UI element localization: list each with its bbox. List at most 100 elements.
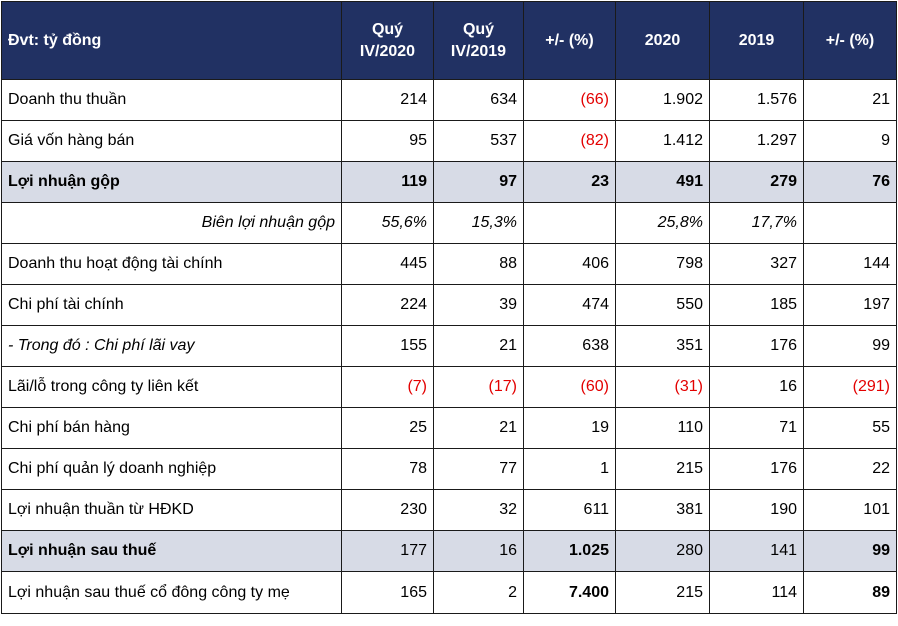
row-value-cell: 17,7%	[709, 202, 804, 244]
table-body: Doanh thu thuần 214 634 (66) 1.902 1.576 21 Giá…	[1, 79, 897, 614]
row-value-cell: 97	[433, 161, 524, 203]
table-row: Lợi nhuận gộp 119 97 23 491 279 76	[1, 161, 897, 203]
row-value-cell: 32	[433, 489, 524, 531]
row-value-cell: 474	[523, 284, 616, 326]
row-label: Chi phí bán hàng	[1, 407, 342, 449]
row-value-cell: 1.902	[615, 79, 710, 121]
table-row: Chi phí quản lý doanh nghiệp 78 77 1 215 176 2…	[1, 448, 897, 490]
row-value-cell: 190	[709, 489, 804, 531]
row-value-cell: 491	[615, 161, 710, 203]
row-value-cell: 95	[341, 120, 434, 162]
row-value-cell: 230	[341, 489, 434, 531]
row-value-cell: 78	[341, 448, 434, 490]
unit-label-header: Đvt: tỷ đồng	[1, 1, 342, 80]
row-value-cell: 280	[615, 530, 710, 572]
row-value-cell: 141	[709, 530, 804, 572]
row-value-cell: 224	[341, 284, 434, 326]
row-value-cell: 7.400	[523, 571, 616, 614]
row-label: Biên lợi nhuận gộp	[1, 202, 342, 244]
table-row: Lợi nhuận thuần từ HĐKD 230 32 611 381 190 101	[1, 489, 897, 531]
row-value-cell: (7)	[341, 366, 434, 408]
financial-table: Đvt: tỷ đồng Quý IV/2020 Quý IV/2019 +/-…	[1, 1, 897, 614]
row-value-cell: 537	[433, 120, 524, 162]
table-row: Doanh thu thuần 214 634 (66) 1.902 1.576 21	[1, 79, 897, 121]
row-value-cell: 1.297	[709, 120, 804, 162]
row-label: Lợi nhuận gộp	[1, 161, 342, 203]
row-value-cell: 89	[803, 571, 897, 614]
row-value-cell: 101	[803, 489, 897, 531]
table-row: Doanh thu hoạt động tài chính 445 88 406 798…	[1, 243, 897, 285]
row-value-cell: 77	[433, 448, 524, 490]
row-label: Chi phí quản lý doanh nghiệp	[1, 448, 342, 490]
row-value-cell: 110	[615, 407, 710, 449]
row-label: Doanh thu hoạt động tài chính	[1, 243, 342, 285]
column-header-2020: 2020	[615, 1, 710, 80]
row-value-cell: 798	[615, 243, 710, 285]
row-value-cell: 144	[803, 243, 897, 285]
row-label: Chi phí tài chính	[1, 284, 342, 326]
row-value-cell: 22	[803, 448, 897, 490]
row-value-cell: 19	[523, 407, 616, 449]
column-header-2019: 2019	[709, 1, 804, 80]
row-value-cell: 634	[433, 79, 524, 121]
row-label: Lợi nhuận sau thuế	[1, 530, 342, 572]
row-value-cell: 21	[803, 79, 897, 121]
row-value-cell: (291)	[803, 366, 897, 408]
row-label: Lợi nhuận sau thuế cổ đông công ty mẹ	[1, 571, 342, 614]
row-value-cell: 99	[803, 530, 897, 572]
row-value-cell: 177	[341, 530, 434, 572]
row-value-cell: 445	[341, 243, 434, 285]
table-row: Lợi nhuận sau thuế cổ đông công ty mẹ 165…	[1, 571, 897, 614]
column-header-q4-2020: Quý IV/2020	[341, 1, 434, 80]
row-value-cell: (82)	[523, 120, 616, 162]
row-value-cell: 88	[433, 243, 524, 285]
row-value-cell: 279	[709, 161, 804, 203]
row-value-cell: 176	[709, 448, 804, 490]
row-value-cell: 406	[523, 243, 616, 285]
row-value-cell: 1.576	[709, 79, 804, 121]
table-row: Giá vốn hàng bán 95 537 (82) 1.412 1.297 9	[1, 120, 897, 162]
row-label: Lợi nhuận thuần từ HĐKD	[1, 489, 342, 531]
row-value-cell: 155	[341, 325, 434, 367]
row-value-cell: 1.412	[615, 120, 710, 162]
row-value-cell: 215	[615, 571, 710, 614]
row-value-cell: 16	[709, 366, 804, 408]
row-value-cell: 99	[803, 325, 897, 367]
row-value-cell: 21	[433, 325, 524, 367]
row-value-cell: 1.025	[523, 530, 616, 572]
row-value-cell: 185	[709, 284, 804, 326]
table-row: Lãi/lỗ trong công ty liên kết (7) (17) (60)…	[1, 366, 897, 408]
row-value-cell: 2	[433, 571, 524, 614]
row-value-cell: 23	[523, 161, 616, 203]
table-header-row: Đvt: tỷ đồng Quý IV/2020 Quý IV/2019 +/-…	[1, 1, 897, 80]
row-value-cell: 351	[615, 325, 710, 367]
table-row: Biên lợi nhuận gộp 55,6% 15,3% 25,8% 17,7%	[1, 202, 897, 244]
row-value-cell: 327	[709, 243, 804, 285]
row-value-cell: (17)	[433, 366, 524, 408]
row-value-cell: 21	[433, 407, 524, 449]
row-value-cell: 114	[709, 571, 804, 614]
row-value-cell: 76	[803, 161, 897, 203]
row-value-cell: 611	[523, 489, 616, 531]
row-label: Lãi/lỗ trong công ty liên kết	[1, 366, 342, 408]
row-value-cell: 165	[341, 571, 434, 614]
row-value-cell: 381	[615, 489, 710, 531]
row-value-cell: 55,6%	[341, 202, 434, 244]
table-row: - Trong đó : Chi phí lãi vay 155 21 638 351 1…	[1, 325, 897, 367]
column-header-quarter-change: +/- (%)	[523, 1, 616, 80]
row-value-cell: 550	[615, 284, 710, 326]
row-label: Giá vốn hàng bán	[1, 120, 342, 162]
row-value-cell: (31)	[615, 366, 710, 408]
row-value-cell	[523, 202, 616, 244]
row-value-cell: 176	[709, 325, 804, 367]
row-value-cell: 39	[433, 284, 524, 326]
column-header-year-change: +/- (%)	[803, 1, 897, 80]
row-value-cell: 25,8%	[615, 202, 710, 244]
row-value-cell: 71	[709, 407, 804, 449]
row-value-cell: 55	[803, 407, 897, 449]
table-row: Chi phí tài chính 224 39 474 550 185 197	[1, 284, 897, 326]
row-label: Doanh thu thuần	[1, 79, 342, 121]
row-value-cell: (66)	[523, 79, 616, 121]
row-value-cell	[803, 202, 897, 244]
table-row: Chi phí bán hàng 25 21 19 110 71 55	[1, 407, 897, 449]
